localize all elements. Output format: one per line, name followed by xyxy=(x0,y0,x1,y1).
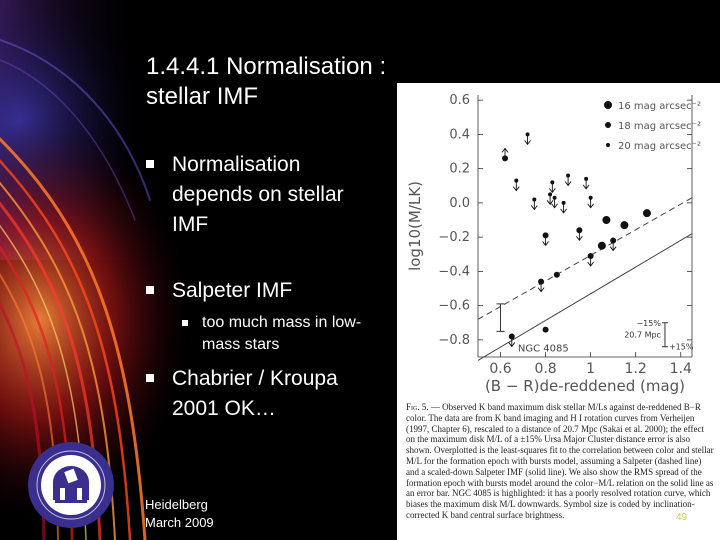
footer-location: Heidelberg xyxy=(145,497,208,512)
legend-label: 18 mag arcsec⁻² xyxy=(618,121,701,132)
upper-limit-arrow xyxy=(609,240,617,252)
y-tick-label: 0.6 xyxy=(449,93,470,108)
legend-symbol xyxy=(604,101,612,109)
distance-label-top: −15% xyxy=(636,319,661,328)
bullet-square-icon xyxy=(146,160,154,168)
upper-limit-arrow xyxy=(530,199,538,211)
data-point xyxy=(602,216,611,225)
y-tick-label: −0.8 xyxy=(438,333,470,348)
data-point xyxy=(620,221,629,230)
x-tick-label: 0.6 xyxy=(489,361,511,377)
upper-limit-arrow xyxy=(524,134,531,146)
upper-limit-arrow xyxy=(576,230,583,242)
slide-title-line-2: stellar IMF xyxy=(146,83,259,110)
y-axis-label: log10(M/LK) xyxy=(406,181,424,271)
footer: Heidelberg March 2009 xyxy=(145,496,214,532)
upper-limit-arrow xyxy=(542,235,549,247)
university-seal-logo xyxy=(28,442,114,528)
upper-limit-arrow xyxy=(587,255,594,267)
bullet-item: Chabrier / Kroupa 2001 OK… xyxy=(146,364,376,424)
figure-caption-text: — Observed K band maximum disk stellar M… xyxy=(406,402,714,520)
distance-label-bot: +15% xyxy=(669,343,694,352)
sub-bullet-square-icon xyxy=(182,320,188,326)
solid-fit-line xyxy=(477,233,693,361)
upper-limit-arrow xyxy=(546,194,554,206)
figure-panel xyxy=(397,83,720,540)
data-point xyxy=(548,192,553,197)
y-tick-label: 0.2 xyxy=(449,162,470,177)
bullet-text: Normalisation depends on stellar IMF xyxy=(172,153,344,236)
upper-limit-arrow xyxy=(512,180,520,192)
lower-limit-arrow xyxy=(501,147,509,159)
rms-error-bar xyxy=(496,303,505,332)
y-tick-label: −0.4 xyxy=(438,264,470,279)
bullet-square-icon xyxy=(146,286,154,294)
legend-symbol xyxy=(606,143,610,147)
highlight-label: NGC 4085 xyxy=(518,343,569,354)
data-point xyxy=(597,241,606,250)
sub-bullet-text: too much mass in low-mass stars xyxy=(202,314,362,353)
upper-limit-arrow xyxy=(587,197,594,209)
bullet-item: Salpeter IMF xyxy=(146,276,376,306)
figure-caption: Fig. 5. — Observed K band maximum disk s… xyxy=(406,402,714,521)
dashed-fit-line xyxy=(477,197,693,320)
distance-label-mid: 20.7 Mpc xyxy=(624,331,661,340)
data-point xyxy=(542,326,549,333)
data-point xyxy=(552,195,557,200)
data-point xyxy=(588,195,593,200)
upper-limit-arrow xyxy=(551,197,558,209)
slide-title: 1.4.4.1 Normalisation : stellar IMF xyxy=(146,52,446,112)
upper-limit-arrow xyxy=(548,182,556,194)
upper-limit-arrow xyxy=(537,281,545,293)
data-point xyxy=(553,271,560,278)
y-tick-label: −0.2 xyxy=(438,230,470,245)
legend-label: 20 mag arcsec⁻² xyxy=(618,141,701,152)
x-tick-label: 0.8 xyxy=(534,361,556,377)
x-tick-label: 1.4 xyxy=(670,361,692,377)
upper-limit-arrow xyxy=(564,175,572,187)
y-tick-label: 0.0 xyxy=(449,196,470,211)
x-tick-label: 1.2 xyxy=(625,361,647,377)
y-tick-label: 0.4 xyxy=(449,127,470,142)
upper-limit-arrow xyxy=(508,336,516,348)
data-point xyxy=(642,209,651,218)
sub-bullet-item: too much mass in low-mass stars xyxy=(182,312,372,356)
y-tick-label: −0.6 xyxy=(438,299,470,314)
legend-label: 16 mag arcsec⁻² xyxy=(618,101,701,112)
data-point xyxy=(514,178,519,183)
bullet-text: Chabrier / Kroupa 2001 OK… xyxy=(172,367,338,420)
slide-number: 49 xyxy=(676,512,688,523)
slide-title-line-1: 1.4.4.1 Normalisation : xyxy=(146,53,387,80)
scatter-chart: 0.6 0.4 0.2 0.0 −0.2 −0.4 −0.6 −0.8 0.6 0.8 1 1.2 1.… xyxy=(406,93,701,395)
upper-limit-arrow xyxy=(560,202,567,214)
bullet-text: Salpeter IMF xyxy=(172,279,293,302)
figure-caption-label: Fig. 5. xyxy=(406,402,429,412)
footer-date: March 2009 xyxy=(145,515,214,530)
upper-limit-arrow xyxy=(582,178,590,190)
bullet-square-icon xyxy=(146,374,154,382)
x-tick-label: 1 xyxy=(586,361,595,377)
x-axis-label: (B − R)de-reddened (mag) xyxy=(485,377,685,395)
legend-symbol xyxy=(605,122,611,128)
bullet-item: Normalisation depends on stellar IMF xyxy=(146,150,376,240)
distance-error-bar xyxy=(661,322,668,348)
